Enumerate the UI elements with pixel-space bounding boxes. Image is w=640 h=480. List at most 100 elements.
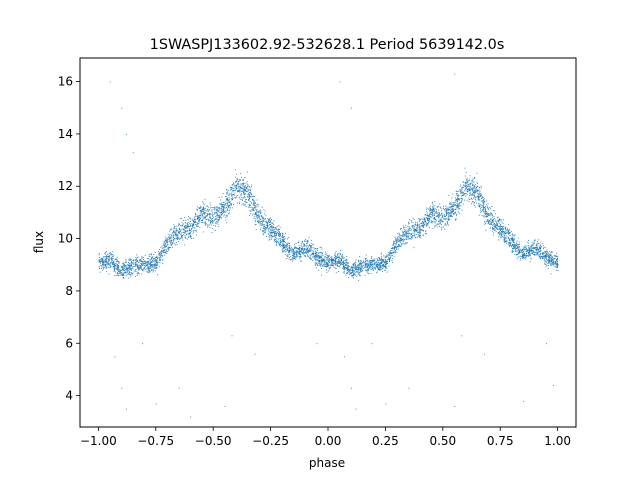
data-point [171,242,173,244]
data-point [356,276,358,278]
data-point [319,246,321,248]
data-point [428,220,430,222]
data-point [499,225,501,226]
data-point [253,203,255,205]
data-point [459,201,461,203]
data-point [226,205,228,207]
data-point [471,188,473,190]
data-point [476,202,478,204]
data-point [185,224,187,226]
data-point [129,267,131,269]
data-point [184,230,186,232]
data-point [197,225,199,227]
data-point [166,243,168,245]
data-point [282,243,284,245]
data-point [431,202,433,204]
data-point [341,260,342,262]
data-point [292,257,294,259]
data-point [251,214,253,216]
data-point [103,261,105,263]
data-point [368,260,370,262]
data-point [401,230,403,232]
data-point [236,178,238,180]
data-point [459,203,461,205]
data-point [339,258,341,260]
data-point [378,257,380,259]
data-point [547,254,549,256]
data-point [283,243,285,245]
data-point [484,220,486,222]
data-point [530,258,532,260]
data-point [457,198,459,200]
data-point [389,256,391,258]
data-point [468,190,470,192]
data-point [534,252,536,254]
data-point [279,241,281,243]
data-point [197,216,199,218]
data-point [127,267,129,269]
data-point [409,222,410,224]
data-point [448,217,450,219]
data-point [459,208,461,210]
data-point [520,258,522,260]
data-point [532,243,534,245]
data-point [527,254,529,256]
data-point [182,228,184,230]
data-point [434,214,435,216]
data-point [121,269,122,271]
data-point [465,193,467,195]
data-point [271,226,273,228]
data-point [321,251,322,253]
data-point [150,265,152,267]
data-point [512,234,514,236]
data-point [501,226,502,227]
data-point [128,263,130,265]
data-point [262,230,264,232]
data-point [245,182,247,184]
data-point [482,204,484,206]
data-point [233,185,235,187]
data-point [322,265,324,267]
data-point [206,209,208,211]
data-point [395,240,397,242]
data-point [187,233,189,234]
data-point [455,199,457,201]
data-point [431,212,433,214]
data-point [187,236,189,238]
data-point [118,265,120,266]
data-point [192,233,194,235]
data-point [307,245,309,247]
data-point [189,235,191,237]
data-point [438,213,439,215]
data-point [206,219,208,221]
data-point [253,196,255,198]
data-point [515,246,517,248]
data-point [250,206,252,208]
data-point [192,225,194,227]
data-point [263,225,265,227]
data-point [211,228,213,229]
data-point [321,268,323,269]
data-point [310,246,312,248]
data-point [414,229,415,231]
data-point [548,261,550,263]
data-point [364,266,366,268]
data-point [305,249,307,251]
data-point [261,206,263,208]
data-point [105,264,106,266]
data-point [118,263,120,265]
data-point [119,273,121,275]
data-point [225,200,227,202]
data-point [341,258,343,260]
data-point [137,262,139,264]
data-point [277,225,279,227]
data-point [175,238,177,240]
data-point [129,274,131,275]
data-point [195,214,197,215]
data-point [229,189,231,191]
data-point [248,197,250,199]
data-point [500,233,502,235]
data-point [549,251,551,253]
data-point [111,256,113,258]
data-point [178,224,180,226]
